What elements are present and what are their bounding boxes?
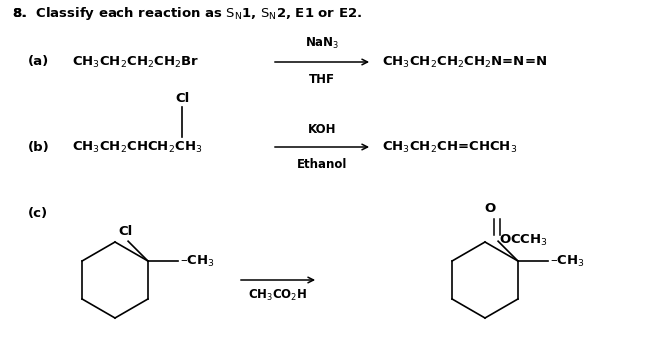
Text: –CH$_3$: –CH$_3$ <box>550 253 584 269</box>
Text: CH$_3$CH$_2$CH$_2$CH$_2$N=N=N: CH$_3$CH$_2$CH$_2$CH$_2$N=N=N <box>382 55 547 70</box>
Text: 8.  Classify each reaction as $\mathrm{S_N}$1, $\mathrm{S_N}$2, E1 or E2.: 8. Classify each reaction as $\mathrm{S_… <box>12 6 362 23</box>
Text: Ethanol: Ethanol <box>297 158 347 171</box>
Text: Cl: Cl <box>175 92 189 105</box>
Text: KOH: KOH <box>308 123 336 136</box>
Text: CH$_3$CH$_2$CH$_2$CH$_2$Br: CH$_3$CH$_2$CH$_2$CH$_2$Br <box>72 55 199 70</box>
Text: 8.: 8. <box>12 7 26 20</box>
Text: CH$_3$CH$_2$CH=CHCH$_3$: CH$_3$CH$_2$CH=CHCH$_3$ <box>382 139 517 155</box>
Text: –CH$_3$: –CH$_3$ <box>180 253 214 269</box>
Text: Cl: Cl <box>118 225 132 238</box>
Text: (c): (c) <box>28 207 48 220</box>
Text: O: O <box>484 202 496 215</box>
Text: CH$_3$CO$_2$H: CH$_3$CO$_2$H <box>248 288 308 303</box>
Text: OCCH$_3$: OCCH$_3$ <box>499 233 548 248</box>
Text: (a): (a) <box>28 56 49 69</box>
Text: (b): (b) <box>28 140 49 153</box>
Text: NaN$_3$: NaN$_3$ <box>305 36 339 51</box>
Text: CH$_3$CH$_2$CHCH$_2$CH$_3$: CH$_3$CH$_2$CHCH$_2$CH$_3$ <box>72 139 202 155</box>
Text: THF: THF <box>309 73 335 86</box>
